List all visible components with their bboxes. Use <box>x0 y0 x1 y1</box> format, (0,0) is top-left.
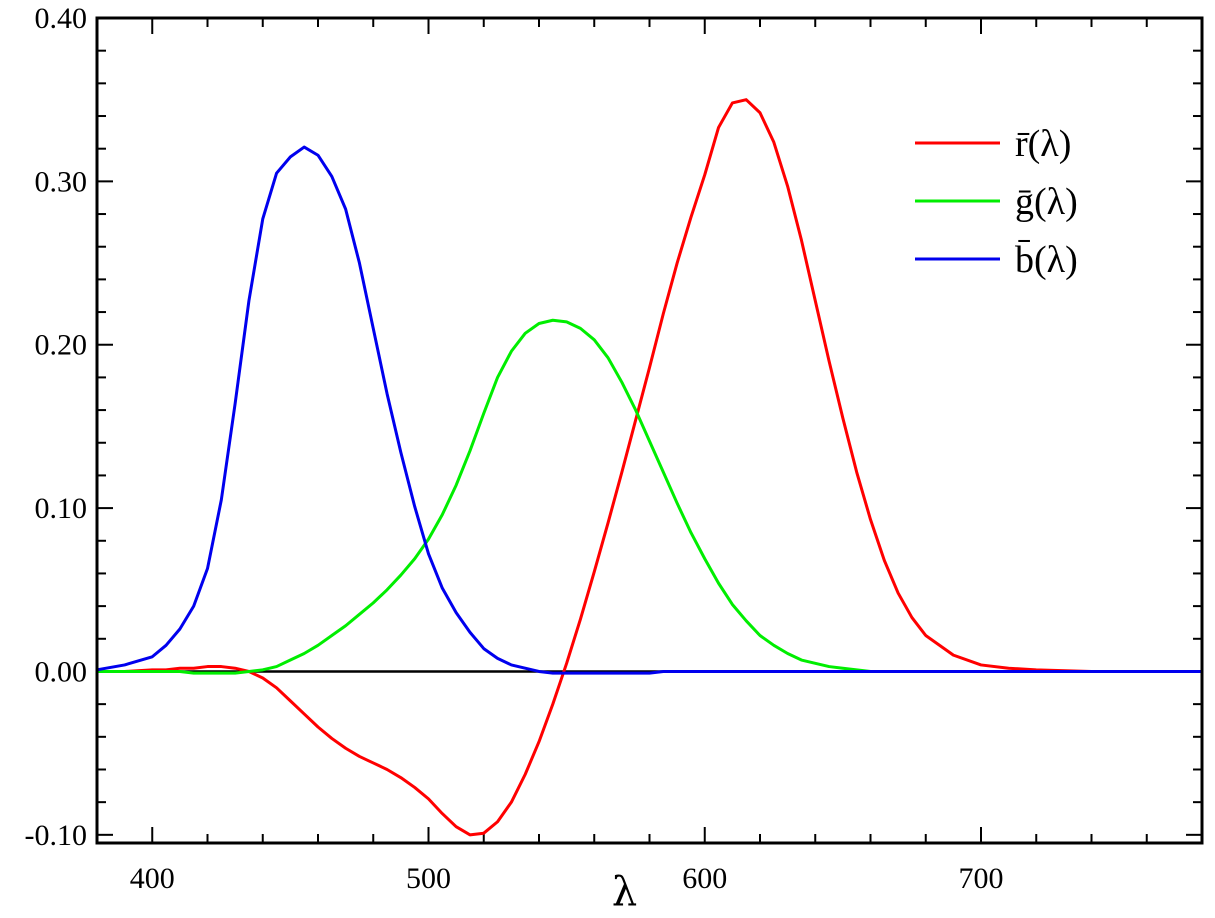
legend-label-1: ḡ(λ) <box>1015 181 1078 223</box>
series-line-2 <box>96 145 1202 675</box>
x-tick-label: 600 <box>682 862 727 895</box>
y-tick-label: 0.40 <box>35 2 88 35</box>
x-tick-label: 400 <box>130 862 175 895</box>
x-tick-label: 700 <box>959 862 1004 895</box>
y-tick-label: 0.00 <box>35 655 88 688</box>
y-tick-label: 0.20 <box>35 329 88 362</box>
x-axis-label: λ <box>612 869 637 915</box>
y-tick-label: 0.10 <box>35 492 88 525</box>
series-line-0 <box>97 98 1202 837</box>
x-tick-label: 500 <box>406 862 451 895</box>
legend: r̄(λ) ḡ(λ) b̄(λ) <box>915 123 1078 281</box>
legend-label-2: b̄(λ) <box>1015 239 1078 281</box>
y-tick-label: 0.30 <box>35 165 88 198</box>
legend-label-0: r̄(λ) <box>1015 123 1071 165</box>
plot-frame <box>95 16 1204 845</box>
y-tick-labels: -0.10 0.00 0.10 0.20 0.30 0.40 <box>25 2 88 852</box>
x-tick-labels: 400 500 600 700 <box>130 862 1004 895</box>
series-layer <box>96 98 1202 837</box>
y-tick-label: -0.10 <box>25 819 88 852</box>
